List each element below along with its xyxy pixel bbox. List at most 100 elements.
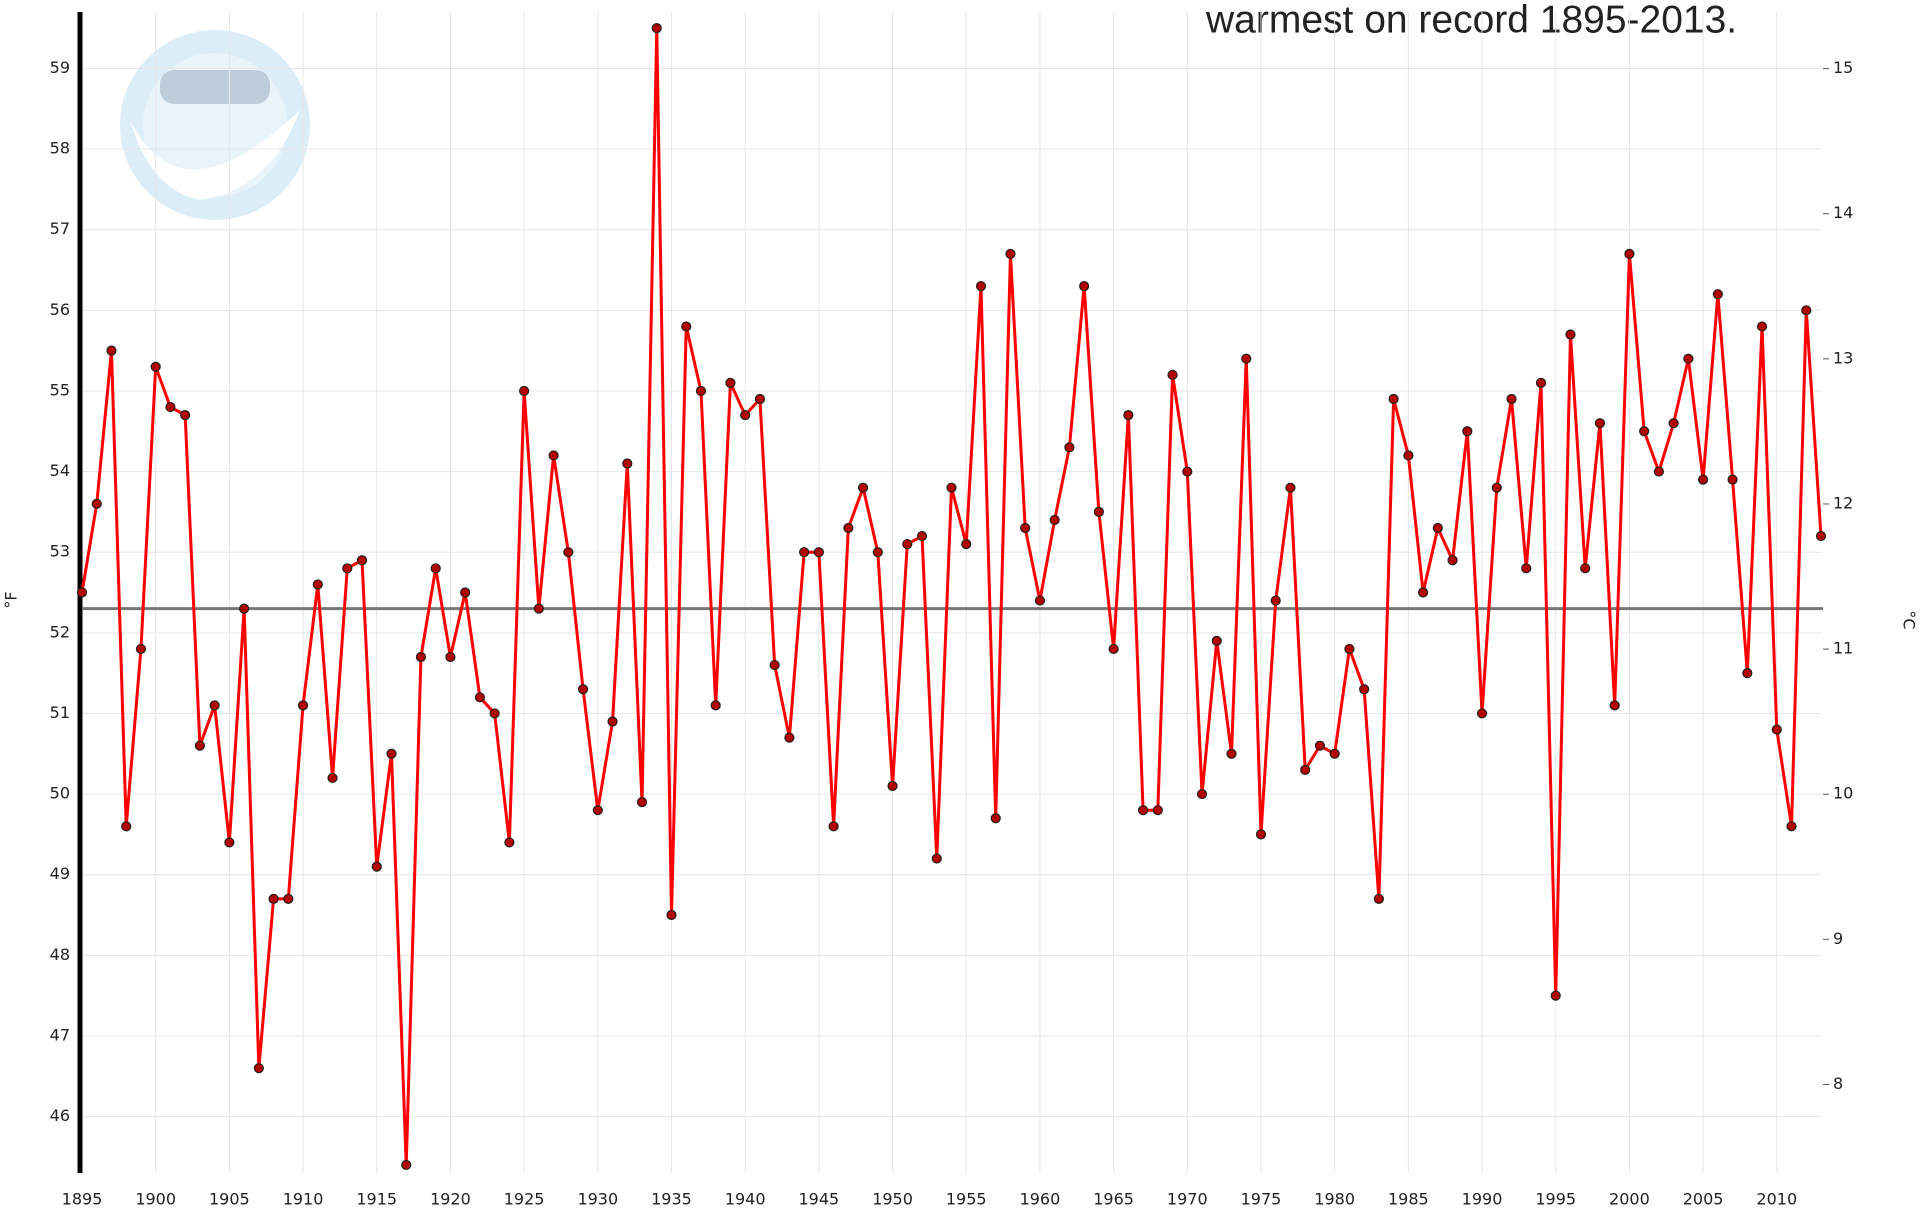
data-point xyxy=(533,603,544,614)
x-tick-label: 2005 xyxy=(1683,1190,1724,1209)
data-point xyxy=(1005,248,1016,259)
data-point xyxy=(1653,466,1664,477)
data-point xyxy=(1756,321,1768,332)
data-point xyxy=(415,651,427,663)
data-point xyxy=(386,748,397,759)
data-point xyxy=(1034,595,1046,606)
data-point xyxy=(1211,635,1222,646)
x-tick-label: 1915 xyxy=(356,1190,397,1209)
data-point xyxy=(1167,369,1178,380)
data-point xyxy=(1403,450,1414,461)
data-point xyxy=(1580,563,1591,574)
data-point xyxy=(1786,821,1797,832)
x-tick-label: 1970 xyxy=(1167,1190,1208,1209)
y-tick-label: 54 xyxy=(50,461,70,480)
data-point xyxy=(135,643,147,655)
data-point xyxy=(1388,393,1399,405)
data-point xyxy=(1683,353,1694,364)
data-point xyxy=(887,780,898,792)
x-tick-label: 1895 xyxy=(62,1190,103,1209)
data-point xyxy=(1815,530,1827,542)
data-point xyxy=(607,716,618,727)
data-point xyxy=(209,700,220,711)
data-point xyxy=(239,603,250,614)
data-point xyxy=(1123,410,1134,421)
y2-tick-label: 9 xyxy=(1833,929,1843,948)
data-point xyxy=(1108,643,1119,655)
data-point xyxy=(1079,281,1090,292)
data-point xyxy=(651,23,662,34)
x-tick-label: 1900 xyxy=(135,1190,176,1209)
data-point xyxy=(1255,829,1267,840)
data-point xyxy=(695,385,707,397)
x-tick-label: 1905 xyxy=(209,1190,250,1209)
data-point xyxy=(327,772,338,784)
x-tick-label: 2000 xyxy=(1609,1190,1650,1209)
y2-tick-label: 11 xyxy=(1833,639,1853,658)
data-point xyxy=(754,393,766,405)
x-tick-label: 1980 xyxy=(1314,1190,1355,1209)
data-point xyxy=(813,547,824,558)
data-point xyxy=(474,692,486,703)
data-point xyxy=(194,740,205,751)
data-point xyxy=(1329,748,1340,759)
data-point xyxy=(371,861,382,872)
y2-tick-label: 8 xyxy=(1833,1074,1843,1093)
data-point xyxy=(931,853,942,864)
data-point xyxy=(725,377,736,388)
data-point xyxy=(1535,377,1547,388)
y-tick-label: 50 xyxy=(50,784,70,803)
x-tick-label: 1940 xyxy=(725,1190,766,1209)
data-point xyxy=(636,797,648,808)
data-point xyxy=(902,539,913,550)
data-point xyxy=(460,587,471,598)
data-point xyxy=(489,708,500,719)
data-point xyxy=(769,659,780,671)
data-point xyxy=(710,700,721,711)
y-tick-label: 47 xyxy=(50,1025,70,1044)
data-point xyxy=(268,893,279,904)
data-point xyxy=(843,522,854,534)
data-point xyxy=(1594,418,1606,429)
data-point xyxy=(224,837,235,848)
data-point xyxy=(1196,788,1208,800)
chart-title: warmest on record 1895-2013. xyxy=(1205,0,1737,41)
data-point xyxy=(121,821,132,832)
x-tick-label: 1990 xyxy=(1462,1190,1503,1209)
y-tick-label: 57 xyxy=(50,219,70,238)
data-point xyxy=(784,732,795,743)
y2-tick-label: 12 xyxy=(1833,493,1853,512)
data-point xyxy=(1137,805,1149,816)
data-point xyxy=(1020,522,1031,534)
data-point xyxy=(828,821,839,832)
y-tick-label: 46 xyxy=(50,1106,70,1125)
data-point xyxy=(180,410,191,421)
data-point xyxy=(577,684,589,695)
data-point xyxy=(1093,506,1104,517)
data-point xyxy=(356,555,368,566)
data-point xyxy=(1801,305,1812,316)
data-point xyxy=(1373,893,1384,904)
data-point xyxy=(1698,474,1709,485)
data-point xyxy=(622,458,633,469)
data-point xyxy=(1668,418,1679,429)
data-point xyxy=(312,579,323,590)
data-point xyxy=(592,805,603,816)
data-point xyxy=(666,909,677,921)
data-point xyxy=(1476,708,1488,719)
y-tick-label: 51 xyxy=(50,703,70,722)
y2-tick-label: 14 xyxy=(1833,203,1853,222)
data-point xyxy=(445,651,456,663)
data-point xyxy=(430,563,441,574)
data-point xyxy=(1550,990,1561,1001)
x-tick-label: 1995 xyxy=(1535,1190,1576,1209)
x-tick-label: 1910 xyxy=(283,1190,324,1209)
data-point xyxy=(872,547,883,558)
data-point xyxy=(401,1159,412,1171)
x-tick-label: 1935 xyxy=(651,1190,692,1209)
data-point xyxy=(342,563,353,574)
data-point xyxy=(1049,514,1060,526)
data-point xyxy=(283,893,294,904)
y-tick-label: 49 xyxy=(50,864,70,883)
